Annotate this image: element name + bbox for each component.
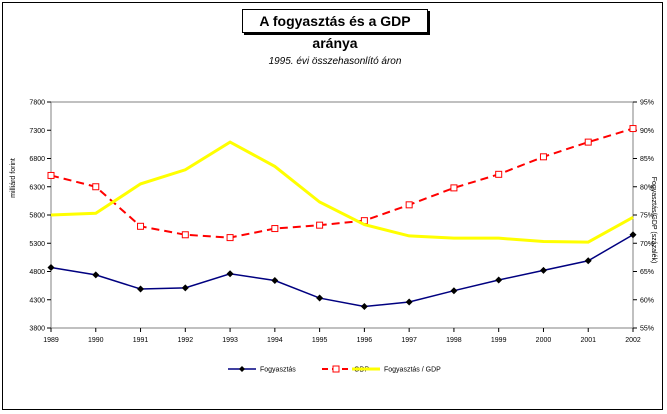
y-left-tick-label: 3800	[29, 326, 45, 333]
data-point-fogyasztas	[584, 257, 592, 265]
data-point-fogyasztas	[226, 270, 234, 278]
y-left-tick-label: 5800	[29, 213, 45, 220]
chart-subtitle: 1995. évi összehasonlító áron	[268, 56, 402, 67]
data-point-gdp	[47, 171, 55, 179]
data-point-fogyasztas	[629, 231, 637, 239]
x-tick-label: 1996	[357, 337, 373, 344]
data-point-gdp	[226, 234, 234, 242]
series-line-0	[50, 234, 634, 308]
series-line-2	[50, 140, 634, 244]
x-tick-label: 1991	[133, 337, 149, 344]
legend-label-2: Fogyasztás / GDP	[384, 367, 441, 374]
x-tick-label: 1998	[446, 337, 462, 344]
data-point-gdp	[405, 201, 413, 209]
data-point-gdp	[450, 184, 458, 192]
x-tick-label: 1994	[267, 337, 283, 344]
data-point-gdp	[271, 225, 279, 233]
y-right-tick-label: 90%	[640, 128, 654, 135]
data-point-fogyasztas	[360, 303, 368, 311]
data-point-gdp	[181, 231, 189, 239]
data-point-fogyasztas	[92, 271, 100, 279]
data-point-fogyasztas	[495, 276, 503, 284]
y-left-tick-label: 4300	[29, 297, 45, 304]
plot-area	[50, 101, 634, 329]
data-point-gdp	[316, 221, 324, 229]
x-tick-label: 1989	[43, 337, 59, 344]
y-right-tick-label: 95%	[640, 100, 654, 107]
y-right-tick-label: 70%	[640, 241, 654, 248]
x-tick-label: 1999	[491, 337, 507, 344]
y-left-tick-label: 4800	[29, 269, 45, 276]
x-tick-label: 2000	[536, 337, 552, 344]
y-left-tick-label: 5300	[29, 241, 45, 248]
y-left-tick-label: 6300	[29, 184, 45, 191]
data-point-fogyasztas	[181, 284, 189, 292]
chart-title: A fogyasztás és a GDP aránya	[242, 9, 428, 51]
data-point-gdp	[584, 138, 592, 146]
y-left-tick-label: 7800	[29, 100, 45, 107]
y-left-tick-label: 7300	[29, 128, 45, 135]
data-point-fogyasztas	[405, 298, 413, 306]
x-tick-label: 2001	[580, 337, 596, 344]
y-right-tick-label: 80%	[640, 184, 654, 191]
x-tick-label: 1995	[312, 337, 328, 344]
data-point-gdp	[629, 125, 637, 133]
legend-marker-fogyasztas	[239, 366, 245, 372]
series-line-1	[50, 127, 634, 239]
y-right-tick-label: 60%	[640, 297, 654, 304]
data-point-gdp	[495, 170, 503, 178]
data-point-gdp	[92, 183, 100, 191]
data-point-fogyasztas	[316, 294, 324, 302]
data-point-fogyasztas	[539, 266, 547, 274]
x-tick-label: 1990	[88, 337, 104, 344]
x-tick-label: 1997	[401, 337, 417, 344]
data-point-gdp	[137, 222, 145, 230]
x-tick-label: 1993	[222, 337, 238, 344]
data-point-fogyasztas	[47, 264, 55, 272]
legend-label-0: Fogyasztás	[260, 367, 296, 374]
y-right-tick-label: 65%	[640, 269, 654, 276]
y-left-tick-label: 6800	[29, 156, 45, 163]
x-tick-label: 1992	[178, 337, 194, 344]
data-point-gdp	[539, 153, 547, 161]
data-point-fogyasztas	[137, 285, 145, 293]
x-tick-label: 2002	[625, 337, 641, 344]
data-point-fogyasztas	[271, 277, 279, 285]
y-right-tick-label: 55%	[640, 326, 654, 333]
data-point-fogyasztas	[450, 287, 458, 295]
y-right-tick-label: 75%	[640, 213, 654, 220]
legend-marker-gdp	[332, 365, 340, 373]
y-right-tick-label: 85%	[640, 156, 654, 163]
